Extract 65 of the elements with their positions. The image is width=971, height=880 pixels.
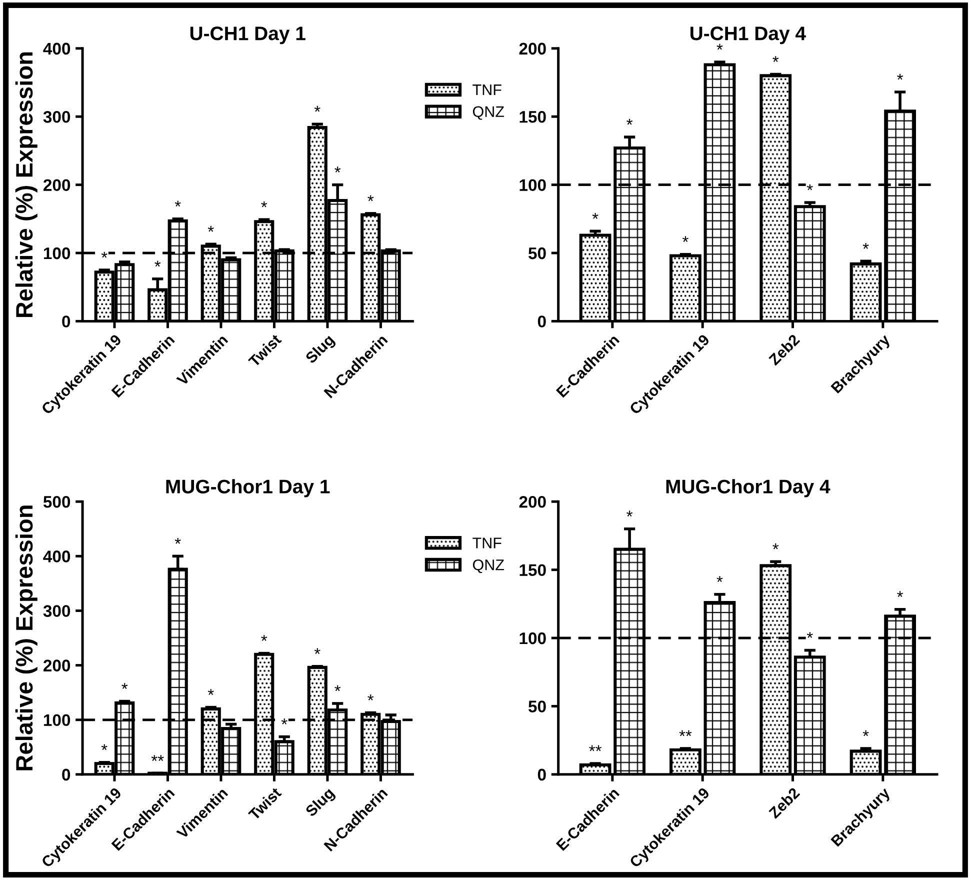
data-label: *: [208, 226, 214, 232]
data-label: *: [122, 683, 128, 689]
data-label: *: [806, 632, 813, 638]
chart-title: U-CH1 Day 1: [190, 26, 306, 44]
data-label: *: [261, 635, 268, 641]
y-tick-label: 200: [519, 42, 546, 55]
y-tick-label: 300: [43, 111, 70, 123]
y-tick-label: 400: [43, 550, 70, 562]
y-axis-title: Relative (%) Expression: [15, 506, 38, 770]
data-label: *: [174, 200, 181, 207]
y-tick-label: 50: [528, 247, 546, 260]
y-tick-label: 200: [44, 660, 70, 672]
data-label: *: [716, 44, 723, 50]
y-tick-label: 500: [43, 496, 70, 508]
y-tick-label: 50: [528, 700, 546, 712]
y-tick-label: 100: [44, 247, 70, 260]
y-tick-label: 0: [62, 768, 70, 781]
data-label: *: [208, 689, 214, 695]
y-tick-label: 100: [520, 179, 546, 192]
legend-label: TNF: [472, 538, 502, 548]
data-label: *: [626, 510, 633, 517]
y-tick-label: 0: [62, 316, 70, 328]
data-label: *: [174, 538, 181, 544]
data-label: *: [772, 56, 779, 62]
data-label: *: [334, 685, 341, 692]
y-tick-label: 400: [43, 42, 70, 55]
chart-title: MUG-Chor1 Day 4: [666, 479, 830, 498]
y-tick-label: 100: [520, 632, 546, 644]
data-label: **: [679, 730, 692, 736]
y-tick-label: 300: [43, 605, 70, 617]
data-label: *: [897, 74, 904, 80]
y-tick-label: 200: [519, 496, 546, 508]
y-tick-label: 150: [520, 564, 546, 576]
data-label: *: [261, 201, 268, 208]
data-label: *: [592, 212, 598, 219]
y-tick-label: 150: [520, 111, 546, 123]
chart-title: U-CH1 Day 4: [690, 26, 806, 44]
data-label: **: [151, 755, 164, 761]
legend-label: TNF: [472, 84, 502, 96]
legend-label: QNZ: [472, 559, 504, 574]
data-label: *: [334, 166, 341, 172]
data-label: *: [806, 184, 813, 190]
y-axis-title: Relative (%) Expression: [15, 52, 38, 318]
data-label: *: [101, 252, 108, 258]
data-label: *: [368, 195, 374, 202]
data-label: *: [772, 543, 779, 550]
data-label: *: [314, 106, 320, 112]
data-label: **: [589, 745, 602, 752]
data-label: *: [862, 730, 869, 736]
y-tick-label: 100: [44, 714, 70, 726]
data-label: *: [154, 260, 161, 267]
data-label: *: [281, 718, 288, 724]
data-label: *: [368, 694, 374, 700]
y-tick-label: 0: [538, 316, 546, 328]
y-tick-label: 0: [538, 768, 546, 781]
chart-title: MUG-Chor1 Day 1: [166, 479, 330, 498]
legend-label: QNZ: [472, 106, 504, 120]
data-label: *: [716, 576, 723, 582]
data-label: *: [682, 236, 688, 242]
data-label: *: [897, 591, 904, 598]
data-label: *: [101, 744, 108, 750]
y-tick-label: 200: [44, 179, 70, 192]
data-label: *: [314, 648, 320, 654]
data-label: *: [626, 118, 633, 125]
data-label: *: [862, 242, 869, 249]
